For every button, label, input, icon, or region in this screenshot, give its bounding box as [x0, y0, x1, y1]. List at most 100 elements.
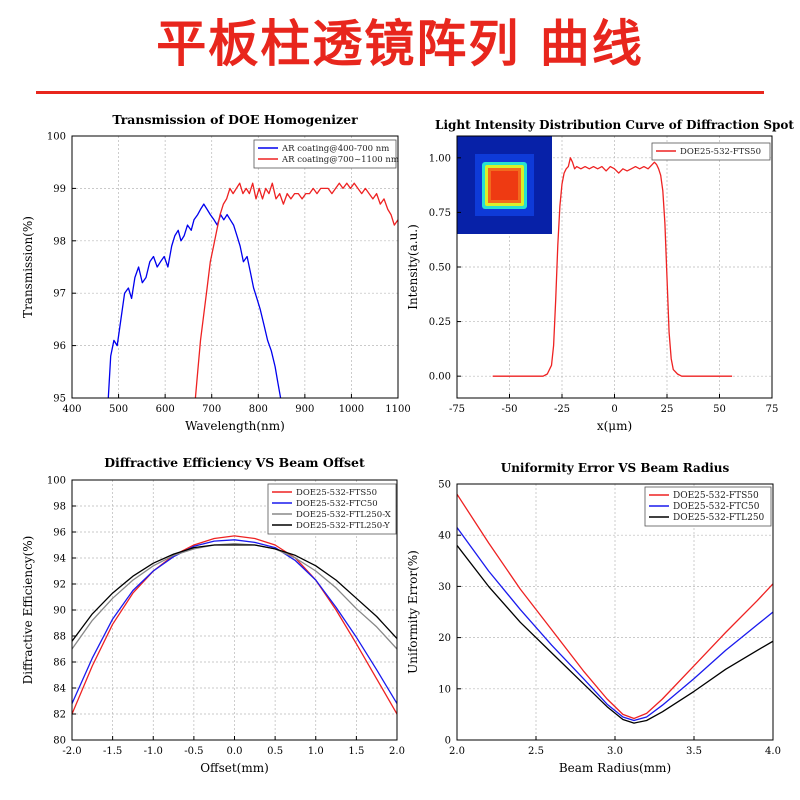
y-tick-label: 40	[438, 531, 451, 542]
chart-title: Diffractive Efficiency VS Beam Offset	[104, 455, 365, 470]
series-line	[194, 182, 398, 398]
y-tick-label: 96	[53, 341, 66, 352]
legend: DOE25-532-FTS50DOE25-532-FTC50DOE25-532-…	[644, 486, 772, 527]
beam-spot-inset	[457, 136, 552, 234]
x-tick-label: 1.5	[348, 746, 364, 757]
x-tick-label: 0.0	[227, 746, 243, 757]
legend-box	[644, 486, 772, 527]
y-tick-label: 88	[53, 632, 66, 643]
x-tick-label: 75	[766, 404, 779, 415]
x-tick-label: 2.0	[449, 746, 465, 757]
y-tick-label: 0.75	[429, 208, 451, 219]
y-tick-label: 1.00	[429, 153, 451, 164]
series-line	[457, 527, 773, 722]
series-group	[492, 157, 733, 377]
legend-label: DOE25-532-FTC50	[296, 499, 378, 509]
x-tick-label: 2.0	[389, 746, 405, 757]
legend-label: AR coating@400-700 nm	[281, 144, 389, 154]
y-tick-label: 100	[47, 476, 66, 487]
x-axis-label: Wavelength(nm)	[185, 419, 285, 433]
x-tick-label: -2.0	[62, 746, 81, 757]
x-tick-label: -0.5	[184, 746, 203, 757]
y-tick-label: 100	[47, 132, 66, 143]
legend-label: DOE25-532-FTL250-Y	[296, 521, 390, 531]
y-tick-label: 30	[438, 582, 451, 593]
x-tick-label: -25	[554, 404, 570, 415]
chart-efficiency: Diffractive Efficiency VS Beam Offset -2.…	[21, 455, 405, 775]
x-tick-label: 0.5	[267, 746, 283, 757]
legend-label: DOE25-532-FTL250	[673, 513, 765, 523]
y-axis-label: Transmission(%)	[21, 216, 35, 318]
y-tick-label: 10	[438, 684, 451, 695]
series-group	[107, 182, 398, 398]
y-axis-label: Diffractive Efficiency(%)	[21, 536, 35, 685]
x-tick-label: 500	[109, 404, 128, 415]
y-tick-label: 84	[53, 684, 66, 695]
legend-label: AR coating@700~1100 nm	[281, 155, 399, 165]
chart-title: Uniformity Error VS Beam Radius	[501, 461, 730, 475]
banner-underline	[36, 91, 764, 94]
legend-box	[651, 142, 771, 161]
x-tick-label: -1.5	[103, 746, 122, 757]
x-tick-label: 25	[661, 404, 674, 415]
series-group	[457, 493, 773, 724]
x-tick-label: 1.0	[308, 746, 324, 757]
series-line	[492, 157, 733, 377]
y-axis-label: Intensity(a.u.)	[406, 224, 420, 310]
y-tick-label: 86	[53, 658, 66, 669]
legend-label: DOE25-532-FTS50	[296, 488, 377, 498]
series-line	[457, 545, 773, 724]
x-tick-label: -75	[449, 404, 465, 415]
banner-title: 平板柱透镜阵列 曲线	[156, 15, 644, 73]
x-axis-label: x(μm)	[597, 419, 632, 433]
x-tick-label: 700	[202, 404, 221, 415]
chart-transmission: Transmission of DOE Homogenizer 400 500 600…	[21, 112, 411, 433]
legend-label: DOE25-532-FTS50	[680, 147, 761, 157]
y-tick-label: 0.50	[429, 263, 451, 274]
series-line	[107, 203, 282, 398]
y-tick-label: 20	[438, 633, 451, 644]
x-tick-label: -1.0	[144, 746, 163, 757]
x-tick-label: 4.0	[765, 746, 781, 757]
legend-label: DOE25-532-FTL250-X	[296, 510, 392, 520]
y-tick-label: 95	[53, 394, 66, 405]
y-tick-label: 0.25	[429, 317, 451, 328]
legend-box	[253, 139, 397, 169]
y-tick-label: 0.00	[429, 372, 451, 383]
y-tick-label: 99	[53, 184, 66, 195]
x-axis-label: Offset(mm)	[200, 761, 269, 775]
y-tick-label: 90	[53, 606, 66, 617]
y-tick-label: 0	[445, 736, 451, 747]
x-tick-label: 1000	[339, 404, 364, 415]
y-axis-label: Uniformity Error(%)	[406, 550, 420, 674]
legend: DOE25-532-FTS50DOE25-532-FTC50DOE25-532-…	[267, 483, 397, 535]
x-tick-label: 600	[156, 404, 175, 415]
x-tick-label: 900	[295, 404, 314, 415]
legend: DOE25-532-FTS50	[651, 142, 771, 161]
y-tick-label: 50	[438, 480, 451, 491]
x-tick-label: 0	[611, 404, 617, 415]
chart-intensity: Light Intensity Distribution Curve of Di…	[406, 118, 794, 433]
legend-label: DOE25-532-FTS50	[673, 491, 759, 501]
x-tick-label: 50	[713, 404, 726, 415]
series-line	[72, 544, 397, 642]
x-tick-label: 2.5	[528, 746, 544, 757]
y-tick-label: 80	[53, 736, 66, 747]
y-tick-label: 96	[53, 528, 66, 539]
banner: 平板柱透镜阵列 曲线	[0, 0, 800, 100]
y-tick-label: 94	[53, 554, 66, 565]
x-tick-label: 800	[249, 404, 268, 415]
x-tick-label: -50	[501, 404, 517, 415]
chart-uniformity: Uniformity Error VS Beam Radius 2.0 2.5 3.0…	[406, 461, 781, 775]
y-tick-label: 98	[53, 502, 66, 513]
series-line	[72, 539, 397, 704]
x-axis-label: Beam Radius(mm)	[559, 761, 671, 775]
y-tick-label: 98	[53, 236, 66, 247]
series-line	[72, 535, 397, 715]
x-tick-label: 3.0	[607, 746, 623, 757]
x-tick-label: 1100	[385, 404, 410, 415]
x-tick-label: 3.5	[686, 746, 702, 757]
chart-title: Transmission of DOE Homogenizer	[112, 112, 358, 127]
